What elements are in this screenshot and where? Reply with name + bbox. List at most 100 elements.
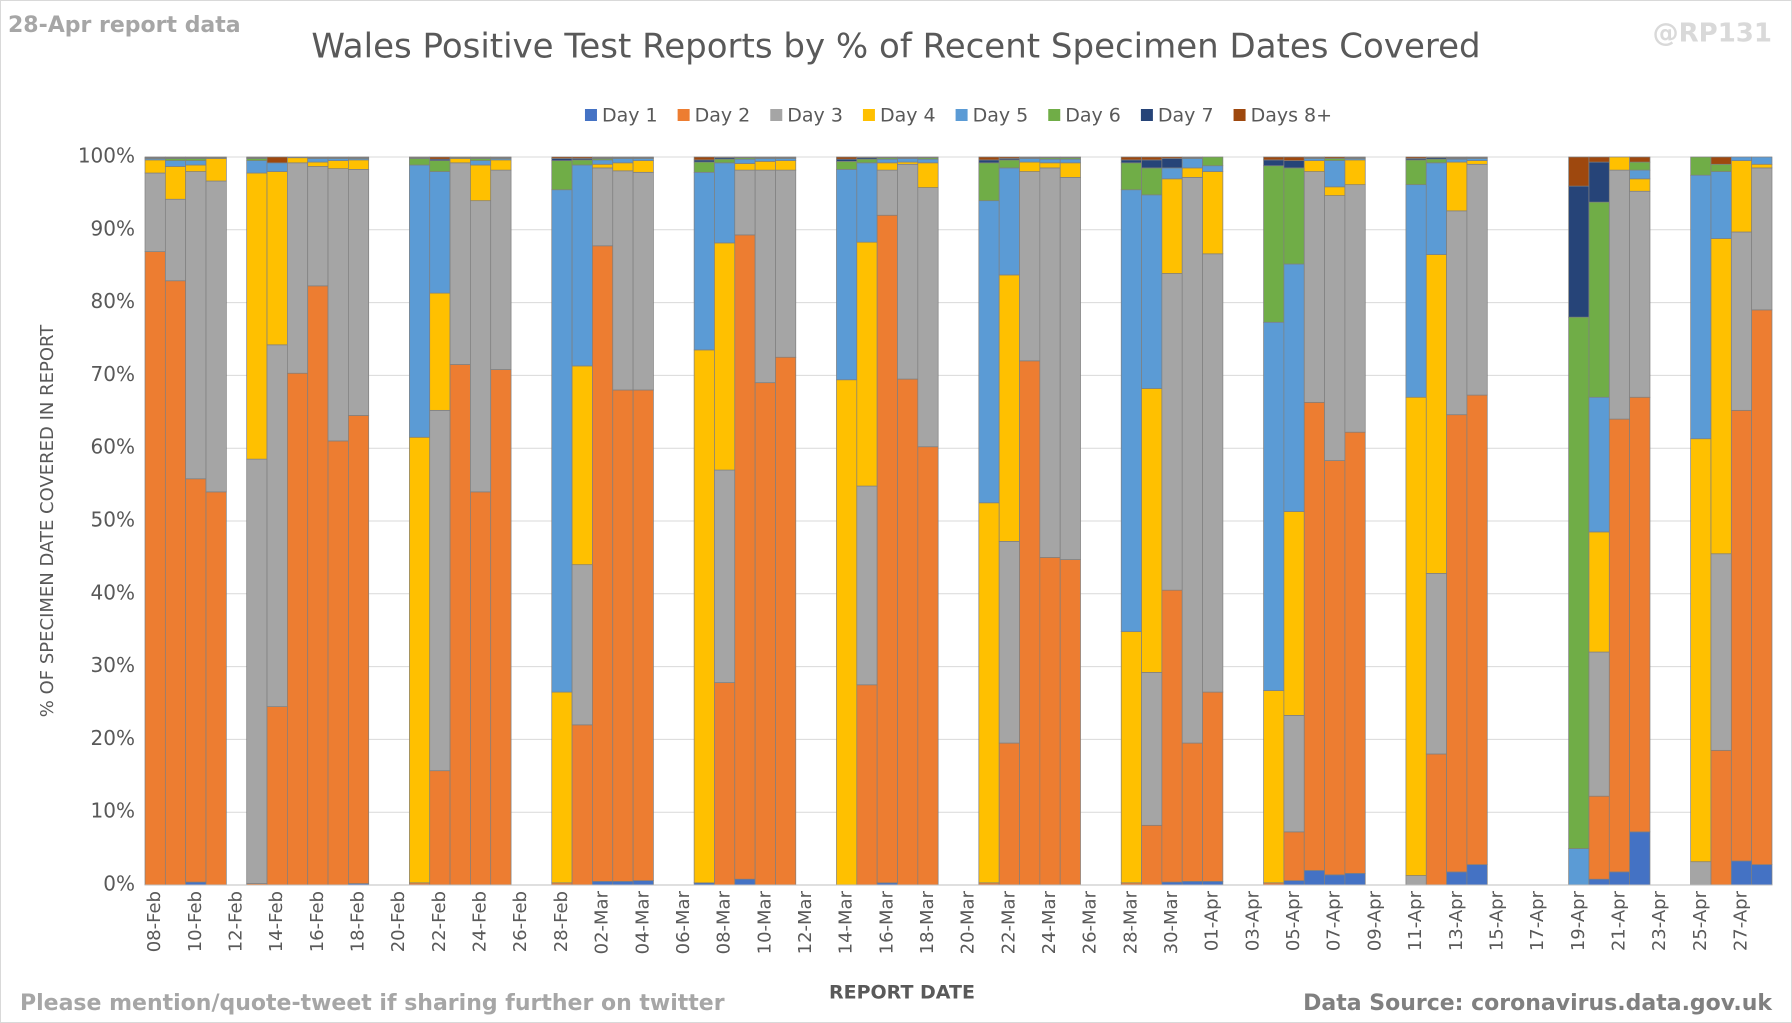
bar-segment — [1141, 388, 1163, 673]
bar-segment — [917, 446, 939, 886]
y-tick-label: 90% — [91, 216, 135, 240]
bar-segment — [754, 158, 776, 162]
bar-segment — [348, 159, 370, 170]
bar-segment — [1283, 263, 1305, 512]
bar-segment — [1263, 321, 1285, 691]
bar-segment — [1588, 795, 1610, 880]
bar-segment — [632, 156, 654, 159]
bar-segment — [714, 469, 736, 683]
bar-segment — [1039, 156, 1061, 159]
bar-segment — [1059, 158, 1081, 164]
bar-segment — [490, 159, 512, 171]
bar-segment — [1141, 156, 1163, 161]
bar-segment — [1446, 210, 1468, 416]
x-tick-label: 17-Apr — [1527, 890, 1548, 951]
bar-segment — [856, 156, 878, 159]
bar-segment — [144, 172, 166, 252]
bar-segment — [348, 415, 370, 884]
bar-segment — [775, 156, 797, 159]
bar-segment — [1324, 160, 1346, 188]
bar-segment — [1202, 156, 1224, 167]
bar-segment — [1161, 178, 1183, 274]
bar-segment — [856, 684, 878, 886]
bar-segment — [1405, 184, 1427, 398]
bar-segment — [1202, 253, 1224, 693]
bar-segment — [714, 158, 736, 164]
bar-segment — [998, 156, 1020, 159]
bar-segment — [876, 214, 898, 884]
bar-segment — [1120, 162, 1142, 191]
bar-segment — [592, 163, 614, 169]
bar-segment — [734, 163, 756, 171]
bar-segment — [856, 162, 878, 243]
bar-segment — [571, 365, 593, 566]
bar-segment — [1690, 174, 1712, 440]
bar-segment — [1629, 161, 1651, 171]
bar-segment — [1181, 158, 1203, 169]
bar-segment — [734, 158, 756, 164]
bar-segment — [1425, 254, 1447, 574]
bar-segment — [612, 162, 634, 172]
bar-segment — [592, 159, 614, 165]
bar-segment — [470, 200, 492, 493]
bar-segment — [1324, 156, 1346, 159]
x-tick-label: 22-Feb — [429, 891, 450, 952]
bar-segment — [1405, 396, 1427, 876]
bar-segment — [876, 156, 898, 159]
bar-segment — [1141, 824, 1163, 886]
bar-segment — [1303, 156, 1325, 159]
bar-segment — [307, 158, 329, 163]
bar-segment — [1608, 418, 1630, 873]
x-tick-label: 25-Apr — [1690, 890, 1711, 951]
x-tick-label: 30-Mar — [1161, 890, 1182, 954]
bar-segment — [144, 156, 166, 159]
bar-segment — [1425, 573, 1447, 755]
bar-segment — [1751, 156, 1773, 165]
legend-label: Day 7 — [1158, 105, 1214, 127]
bar-segment — [1425, 158, 1447, 164]
bar-segment — [1059, 559, 1081, 886]
bar-segment — [1588, 396, 1610, 533]
bar-segment — [1324, 186, 1346, 196]
bar-segment — [1344, 159, 1366, 186]
bar-segment — [1751, 163, 1773, 169]
x-tick-label: 12-Mar — [795, 890, 816, 954]
bar-segment — [714, 682, 736, 886]
bar-segment — [1690, 156, 1712, 176]
y-tick-label: 20% — [91, 726, 135, 750]
bar-segment — [1324, 460, 1346, 876]
bar-segment — [1710, 163, 1732, 172]
bar-segment — [978, 159, 1000, 164]
bar-segment — [1181, 167, 1203, 178]
bar-segment — [1161, 273, 1183, 591]
bar-segment — [592, 881, 614, 886]
bar-segment — [1141, 194, 1163, 389]
bar-segment — [1710, 749, 1732, 886]
bar-segment — [409, 436, 431, 884]
bar-segment — [449, 156, 471, 159]
bar-segment — [876, 158, 898, 164]
bar-segment — [1405, 875, 1427, 886]
x-tick-label: 10-Mar — [754, 890, 775, 954]
chart-title: Wales Positive Test Reports by % of Rece… — [311, 27, 1480, 67]
bar-segment — [1629, 831, 1651, 886]
bar-segment — [246, 156, 268, 159]
bar-segment — [856, 158, 878, 164]
bar-segment — [917, 162, 939, 188]
bar-segment — [266, 162, 288, 172]
bar-segment — [287, 156, 309, 159]
bar-segment — [205, 491, 227, 886]
bar-segment — [409, 158, 431, 166]
bar-segment — [998, 159, 1020, 169]
bar-segment — [917, 156, 939, 159]
bar-segment — [1283, 831, 1305, 881]
legend-swatch — [677, 109, 690, 121]
bar-segment — [632, 389, 654, 881]
bar-segment — [164, 156, 187, 159]
x-tick-label: 24-Feb — [470, 891, 491, 952]
bar-segment — [897, 163, 919, 380]
bar-segment — [856, 485, 878, 686]
bar-segment — [307, 166, 329, 287]
bar-segment — [1263, 159, 1285, 167]
bar-segment — [1730, 160, 1753, 233]
